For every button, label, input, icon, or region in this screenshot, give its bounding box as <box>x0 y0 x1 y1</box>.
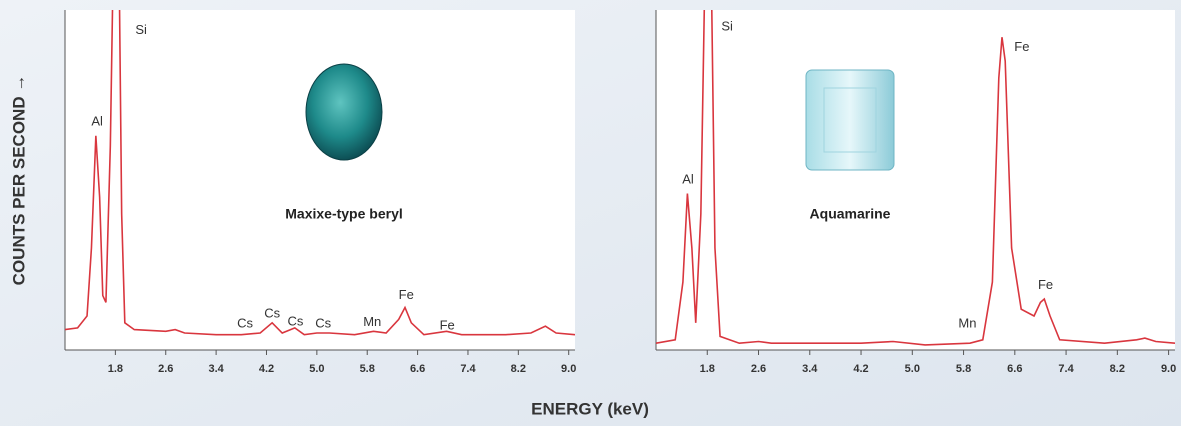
plot-area <box>65 10 575 350</box>
plot-area <box>656 10 1175 350</box>
x-tick-label: 2.6 <box>751 363 766 375</box>
chart: 1.8 2.6 3.4 4.2 5.0 5.8 6.6 7.4 8.2 9.0 Al Si Cs Cs Cs… <box>64 10 576 375</box>
peak-label: Mn <box>363 314 381 329</box>
x-axis-label: ENERGY (keV) <box>531 399 649 418</box>
x-tick-label: 5.0 <box>905 363 920 375</box>
peak-label: Si <box>135 22 147 37</box>
gem-caption: Aquamarine <box>810 206 891 222</box>
y-axis-label: COUNTS PER SECOND → <box>9 75 28 286</box>
peak-label: Al <box>682 171 694 186</box>
x-tick-label: 4.2 <box>853 363 868 375</box>
peak-label: Fe <box>1014 39 1029 54</box>
peak-label: Cs <box>315 316 331 331</box>
x-tick-label: 5.8 <box>956 363 971 375</box>
peak-label: Cs <box>237 316 253 331</box>
spectrum-line <box>656 10 1175 346</box>
plots: 1.8 2.6 3.4 4.2 5.0 5.8 6.6 7.4 8.2 9.0 Al Si Cs Cs Cs… <box>64 10 1176 375</box>
x-tick-label: 7.4 <box>460 363 476 375</box>
x-tick-label: 5.0 <box>309 363 324 375</box>
peak-label: Cs <box>287 314 303 329</box>
x-tick-label: 1.8 <box>700 363 715 375</box>
x-tick-label: 1.8 <box>108 363 123 375</box>
x-tick-label: 9.0 <box>561 363 576 375</box>
peak-label: Si <box>721 18 733 33</box>
peak-label: Al <box>91 114 103 129</box>
peak-label: Fe <box>399 287 414 302</box>
peak-label: Fe <box>440 318 455 333</box>
x-tick-label: 9.0 <box>1161 363 1176 375</box>
x-tick-label: 8.2 <box>1110 363 1125 375</box>
peak-label: Mn <box>958 316 976 331</box>
x-tick-label: 8.2 <box>511 363 526 375</box>
gem-image <box>805 69 895 171</box>
x-tick-label: 4.2 <box>259 363 274 375</box>
peak-label: Cs <box>264 305 280 320</box>
gem-caption: Maxixe-type beryl <box>285 206 403 222</box>
x-tick-label: 2.6 <box>158 363 173 375</box>
peak-label: Fe <box>1038 277 1053 292</box>
gem-image <box>305 63 383 161</box>
x-tick-label: 6.6 <box>1007 363 1022 375</box>
x-tick-label: 6.6 <box>410 363 425 375</box>
spectrum-line <box>65 10 575 336</box>
chart: 1.8 2.6 3.4 4.2 5.0 5.8 6.6 7.4 8.2 9.0 Al Si Mn Fe Fe… <box>655 10 1176 375</box>
x-tick-label: 5.8 <box>360 363 375 375</box>
x-tick-label: 3.4 <box>802 363 818 375</box>
x-tick-label: 7.4 <box>1058 363 1074 375</box>
x-tick-label: 3.4 <box>208 363 224 375</box>
